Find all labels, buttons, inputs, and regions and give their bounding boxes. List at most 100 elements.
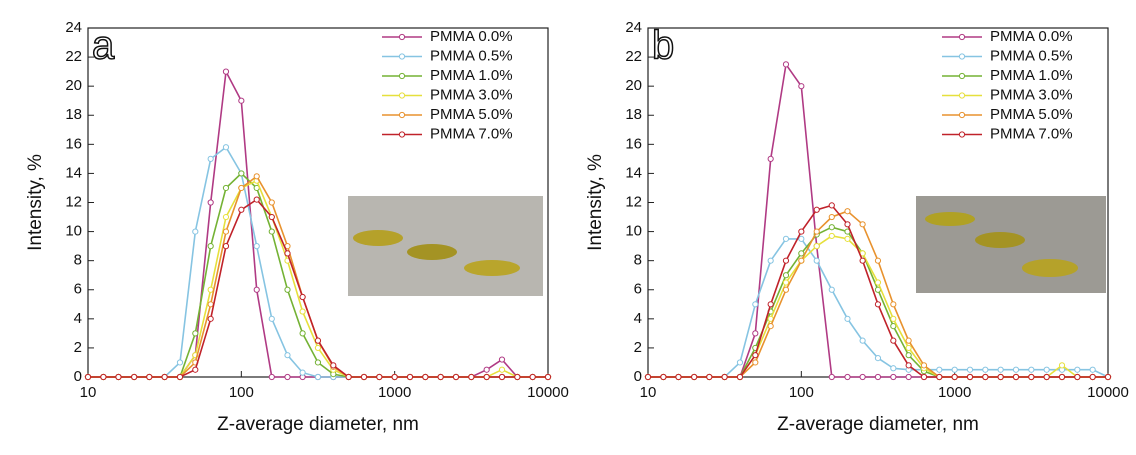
data-point: [314, 344, 322, 352]
data-point: [253, 173, 260, 180]
data-point: [360, 373, 368, 381]
y-tick-label: 4: [74, 310, 82, 327]
data-point: [299, 330, 306, 337]
data-point: [468, 373, 475, 381]
legend-label: PMMA 5.0%: [990, 106, 1073, 123]
data-point: [828, 202, 835, 209]
data-point: [1089, 366, 1096, 373]
data-point: [905, 373, 912, 381]
data-point: [813, 228, 820, 235]
data-point: [207, 315, 214, 322]
data-point: [176, 373, 184, 381]
data-point: [207, 199, 214, 206]
data-point: [828, 373, 835, 381]
data-point: [146, 373, 153, 381]
data-point: [736, 373, 744, 381]
y-tick-label: 20: [65, 77, 82, 94]
data-point: [222, 228, 230, 235]
data-point: [844, 208, 851, 215]
y-tick-label: 6: [74, 281, 82, 298]
y-tick-label: 12: [625, 193, 642, 210]
data-point: [798, 228, 805, 235]
x-axis-title: Z-average diameter, nm: [777, 414, 979, 435]
data-point: [1012, 366, 1020, 373]
y-tick-label: 20: [625, 77, 642, 94]
legend-marker: [398, 72, 406, 80]
x-tick-label: 10: [80, 384, 97, 401]
data-point: [238, 170, 245, 177]
data-point: [1058, 362, 1066, 369]
data-point: [691, 373, 698, 381]
data-point: [782, 286, 790, 293]
data-point: [752, 352, 759, 359]
legend-marker: [398, 53, 406, 60]
data-point: [222, 68, 230, 75]
data-point: [752, 330, 759, 337]
data-point: [498, 356, 506, 363]
y-tick-label: 0: [74, 368, 82, 385]
y-tick-label: 16: [65, 135, 82, 152]
data-point: [874, 301, 882, 308]
data-point: [905, 362, 912, 369]
data-point: [828, 286, 835, 293]
data-point: [131, 373, 138, 381]
data-point: [890, 323, 897, 330]
data-point: [1028, 366, 1035, 373]
data-point: [314, 337, 322, 344]
panel-label: b: [652, 24, 674, 68]
y-tick-label: 6: [634, 281, 642, 298]
legend-label: PMMA 0.0%: [430, 28, 513, 45]
data-point: [844, 221, 851, 228]
data-point: [207, 155, 214, 162]
legend-marker: [958, 53, 966, 60]
data-point: [752, 359, 759, 366]
data-point: [452, 373, 460, 381]
data-point: [391, 373, 398, 381]
data-point: [268, 373, 275, 381]
y-tick-label: 14: [625, 164, 642, 181]
data-point: [966, 373, 974, 381]
legend-label: PMMA 7.0%: [430, 125, 513, 142]
data-point: [859, 337, 866, 344]
legend-label: PMMA 3.0%: [430, 86, 513, 103]
x-tick-label: 1000: [378, 384, 411, 401]
data-point: [782, 235, 790, 242]
data-point: [936, 366, 943, 373]
y-tick-label: 10: [65, 223, 82, 240]
data-point: [437, 373, 444, 381]
legend-label: PMMA 0.5%: [430, 47, 513, 64]
y-tick-label: 14: [65, 164, 82, 181]
data-point: [721, 373, 728, 381]
legend-marker: [958, 92, 966, 99]
y-tick-label: 24: [625, 19, 642, 36]
data-point: [284, 352, 291, 359]
x-tick-label: 100: [789, 384, 814, 401]
data-point: [890, 365, 897, 372]
data-point: [253, 286, 260, 293]
photo-b: [916, 196, 1106, 293]
y-tick-label: 18: [625, 106, 642, 123]
data-point: [483, 366, 490, 373]
data-point: [844, 373, 851, 381]
data-point: [268, 228, 275, 235]
data-point: [529, 373, 536, 381]
data-point: [207, 286, 214, 293]
data-point: [920, 362, 928, 369]
data-point: [84, 373, 92, 381]
data-point: [253, 243, 260, 250]
legend-marker: [398, 33, 406, 41]
data-point: [406, 373, 414, 381]
y-tick-label: 16: [625, 135, 642, 152]
data-point: [544, 373, 552, 381]
data-point: [890, 373, 897, 381]
y-tick-label: 18: [65, 106, 82, 123]
y-tick-label: 10: [625, 223, 642, 240]
data-point: [284, 286, 291, 293]
data-point: [284, 250, 291, 257]
x-axis-title: Z-average diameter, nm: [217, 414, 419, 435]
x-tick-label: 100: [229, 384, 254, 401]
data-point: [299, 308, 306, 315]
data-point: [828, 232, 835, 240]
legend-marker: [398, 111, 406, 119]
legend-marker: [398, 92, 406, 99]
